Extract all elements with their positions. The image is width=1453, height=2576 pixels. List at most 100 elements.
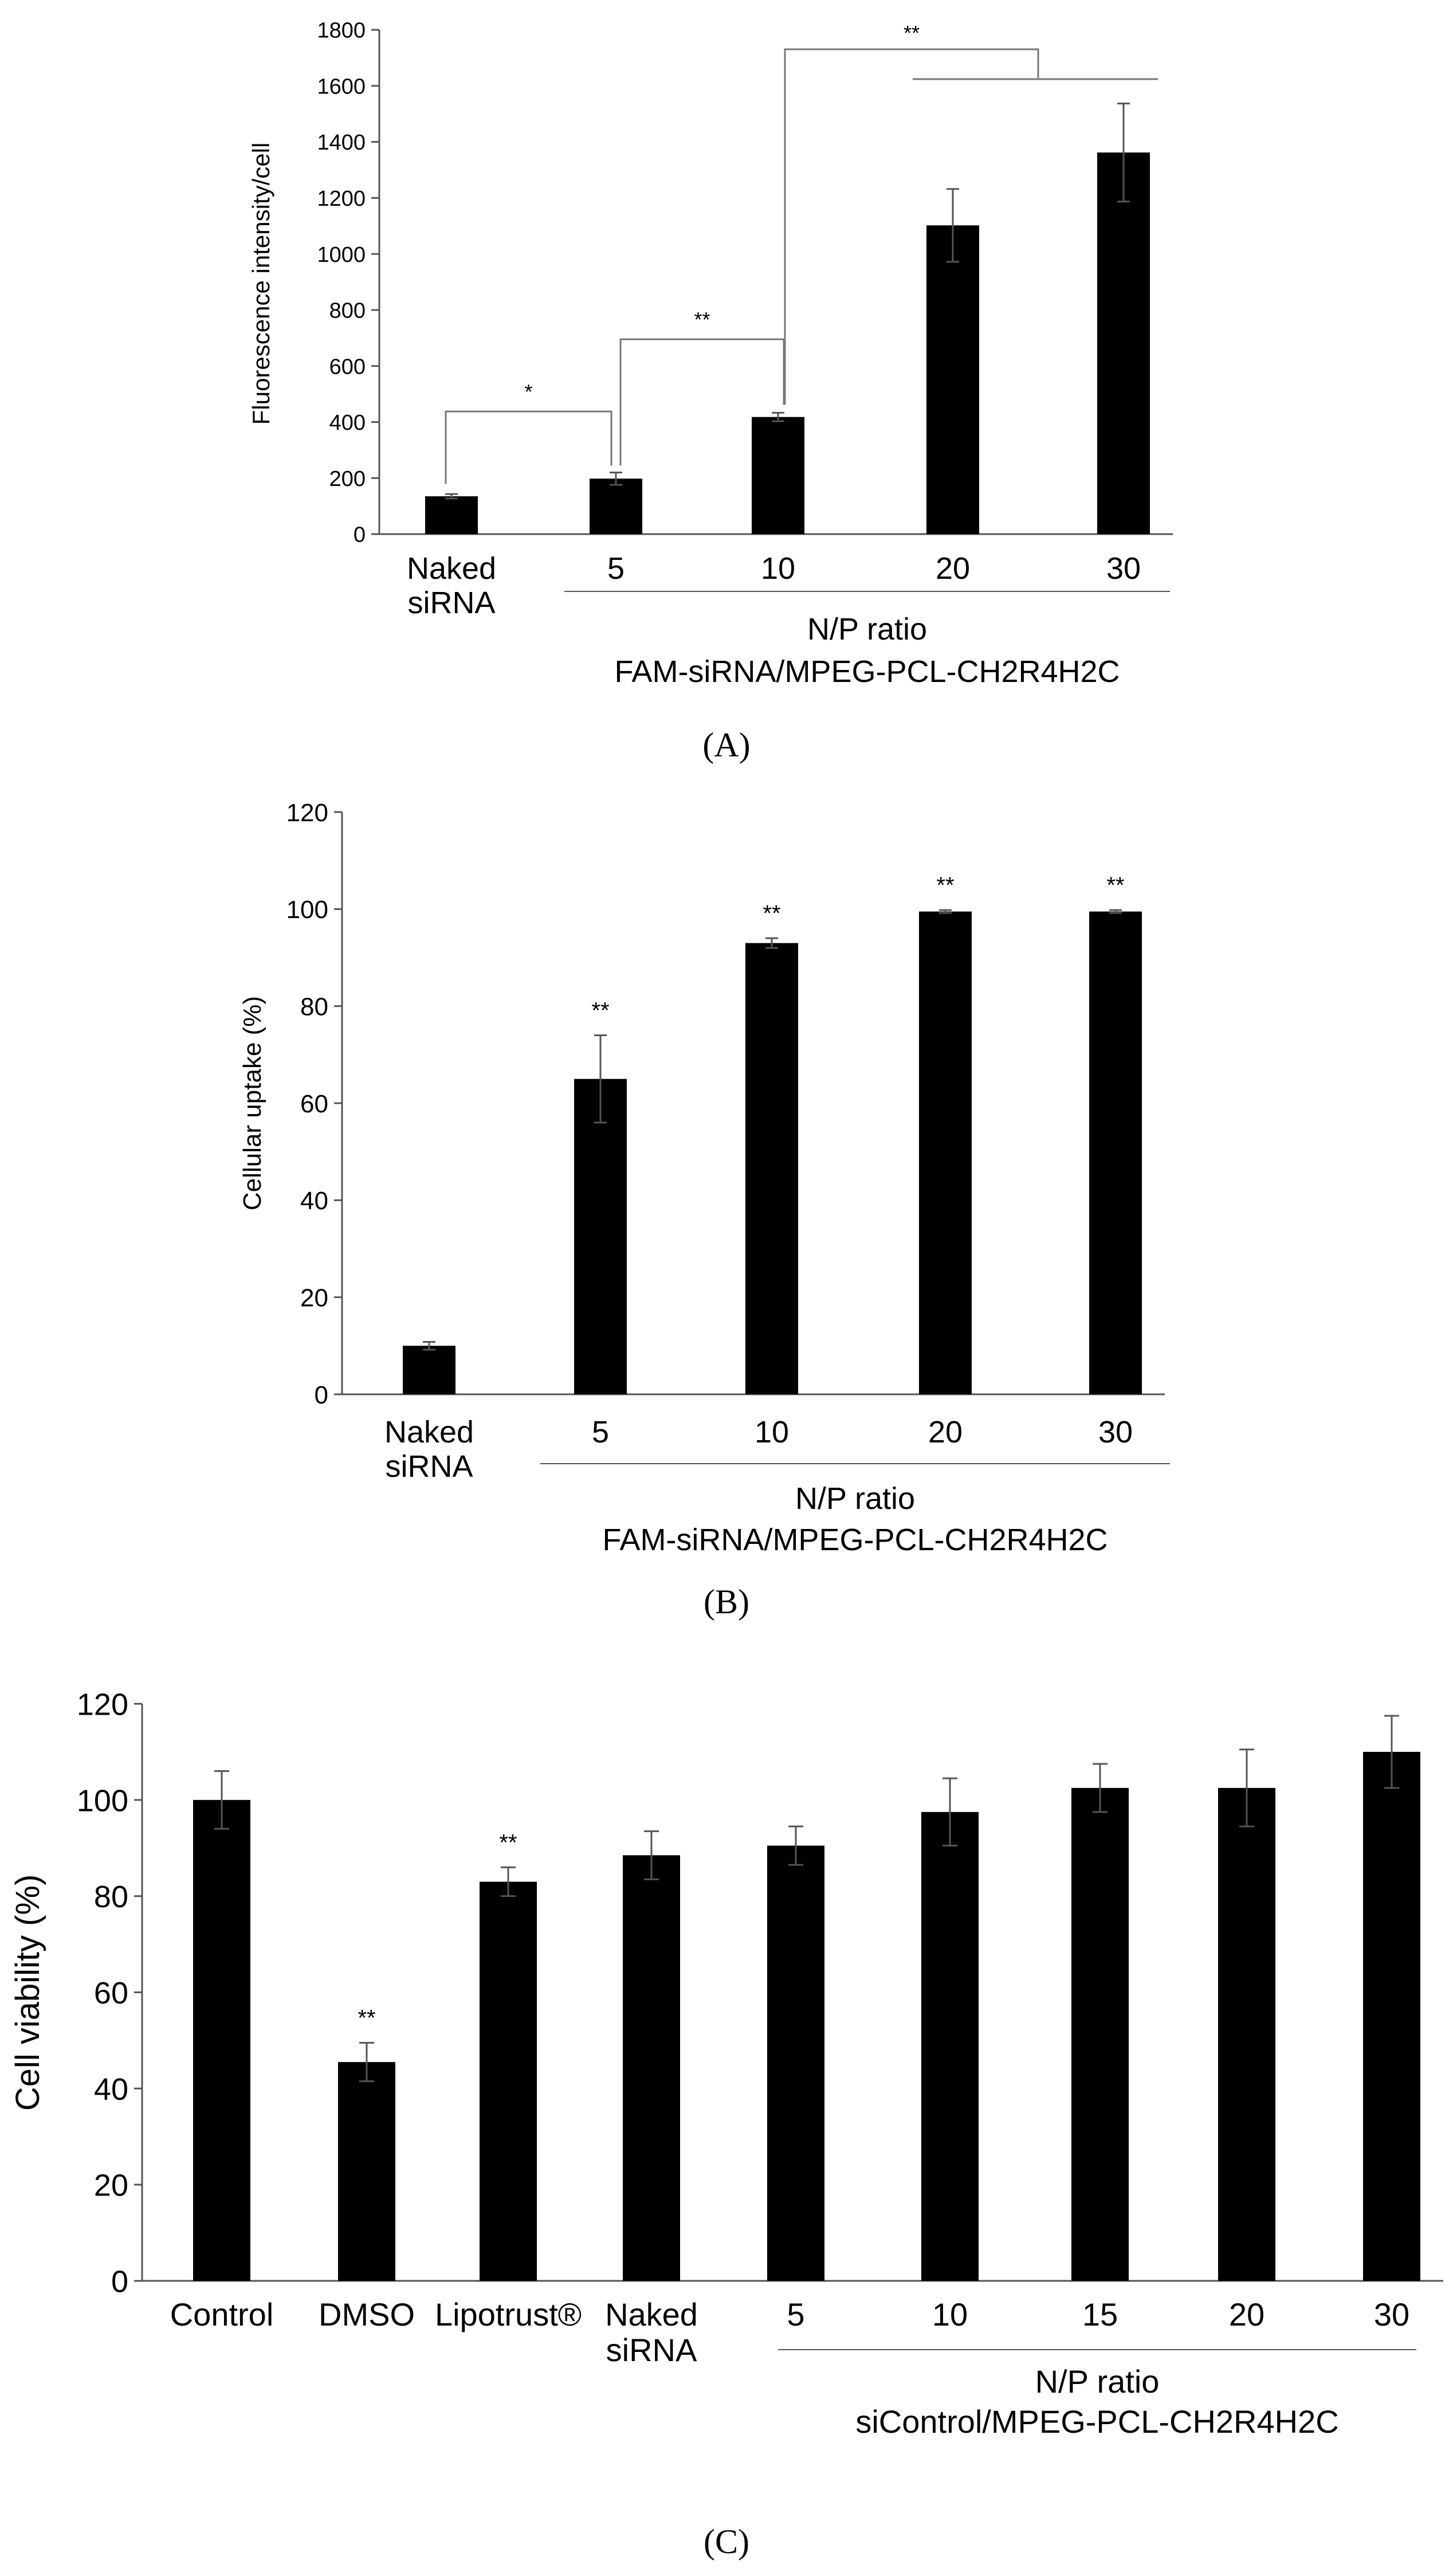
significance-star: * (524, 380, 532, 403)
panel-b-chart: 0 20 40 60 80 100 120 Cellular uptake (%) Nakeds… (238, 799, 1170, 1557)
panel-c-significance-star: ** (358, 2006, 375, 2031)
panel-a-y-tick-label: 1800 (317, 19, 366, 43)
panel-c-chart: 0 20 40 60 80 100 120 Cell viability (%) Control… (9, 1687, 1443, 2440)
panel-c-y-tick-label: 40 (94, 2072, 128, 2107)
panel-c-bar (1363, 1751, 1420, 2281)
panel-c-significance-star: ** (499, 1830, 517, 1855)
panel-b-error-bar (594, 1034, 607, 1124)
panel-c-category-label: Naked (605, 2296, 698, 2332)
panel-c-bar (921, 1812, 979, 2281)
panel-a-bar (926, 225, 979, 534)
panel-a-y-tick-label: 200 (329, 467, 366, 491)
panel-a-label: (A) (702, 726, 750, 764)
panel-a-y-tick-label: 0 (354, 523, 366, 547)
panel-a-error-bar (445, 493, 458, 500)
panel-c-category-label: 30 (1374, 2296, 1409, 2332)
significance-bracket-line (784, 48, 1039, 405)
panel-a-error-bar (947, 188, 959, 263)
panel-c-bar (338, 2062, 395, 2281)
panel-c-y-axis-title: Cell viability (%) (9, 1875, 46, 2111)
panel-c-error-bar (644, 1830, 659, 1880)
panel-a-error-bar (1117, 103, 1130, 203)
panel-a-y-tick-label: 400 (329, 411, 366, 435)
panel-c-bar (1218, 1787, 1275, 2281)
panel-a-y-tick-label: 1600 (317, 75, 366, 99)
panel-c-y-tick-label: 0 (111, 2264, 128, 2299)
panel-b-y-axis-title: Cellular uptake (%) (238, 996, 266, 1210)
panel-a-y-axis-title: Fluorescence intensity/cell (248, 143, 274, 425)
panel-b-error-bar (765, 937, 778, 949)
panel-b-label: (B) (704, 1583, 749, 1621)
panel-a-bracket-1: * (445, 380, 612, 484)
panel-a-error-bar (610, 471, 622, 486)
panel-a-category-label: 5 (607, 551, 625, 586)
panel-b-y-tick-label: 120 (286, 799, 328, 827)
panel-c-category-label: 5 (787, 2296, 804, 2332)
panel-a-category-label: 20 (936, 551, 970, 586)
panel-a-category-label: 30 (1106, 551, 1141, 586)
panel-b-y-tick-label: 80 (300, 993, 328, 1021)
panel-a-category-label: siRNA (407, 586, 495, 620)
panel-c-category-label: Lipotrust® (435, 2296, 582, 2332)
panel-a-group-caption: N/P ratio (807, 612, 927, 646)
panel-b-y-tick-label: 100 (286, 896, 328, 924)
panel-b-group-caption: FAM-siRNA/MPEG-PCL-CH2R4H2C (602, 1523, 1108, 1557)
panel-a-group-caption: FAM-siRNA/MPEG-PCL-CH2R4H2C (614, 654, 1120, 689)
panel-c-y-tick-label: 100 (77, 1783, 128, 1818)
panel-b-y-tick-label: 0 (315, 1381, 328, 1409)
panel-c-error-bar (1239, 1748, 1254, 1828)
panel-c-label: (C) (704, 2523, 749, 2561)
panel-b-category-label: Naked (384, 1415, 474, 1449)
panel-c-group-caption: N/P ratio (1035, 2363, 1160, 2399)
panel-b-category-label: 30 (1098, 1415, 1133, 1449)
panel-b-category-label: siRNA (385, 1449, 473, 1484)
panel-a-bar (1097, 152, 1150, 535)
panel-c-group-caption: siControl/MPEG-PCL-CH2R4H2C (855, 2404, 1338, 2440)
panel-a-error-bar (772, 411, 784, 422)
panel-b-significance-star: ** (763, 901, 780, 926)
panel-a-chart: 0 200 400 600 800 1000 1200 1400 1600 1800 Fluores… (248, 19, 1173, 689)
panel-c-bar (480, 1881, 537, 2281)
panel-a-bar (590, 479, 642, 534)
panel-c-y-tick-label: 20 (94, 2169, 128, 2203)
panel-a-y-tick-label: 1200 (317, 187, 366, 211)
panel-c-bar (623, 1855, 680, 2281)
panel-b-significance-star: ** (936, 873, 954, 898)
panel-a-category-label: 10 (761, 551, 795, 586)
panel-b-group-caption: N/P ratio (795, 1481, 915, 1516)
panel-c-bar (193, 1799, 250, 2281)
panel-c-y-tick-label: 60 (94, 1976, 128, 2010)
panel-b-error-bar (1109, 909, 1122, 914)
panel-c-error-bar (1093, 1763, 1108, 1813)
panel-c-error-bar (1384, 1715, 1399, 1789)
panel-c-category-label: siRNA (606, 2332, 697, 2368)
panel-b-bar (919, 911, 972, 1394)
panel-b-bar (403, 1346, 455, 1394)
panel-c-y-tick-label: 120 (77, 1687, 128, 1722)
panel-c-error-bar (788, 1825, 803, 1866)
panel-b-bar (745, 943, 798, 1394)
panel-c-error-bar (501, 1866, 516, 1897)
panel-c-bar (767, 1845, 824, 2281)
panel-c-category-label: DMSO (319, 2296, 415, 2332)
panel-c-error-bar (359, 2042, 374, 2083)
panel-b-y-tick-label: 20 (300, 1284, 328, 1312)
panel-b-significance-star: ** (591, 998, 609, 1023)
panel-a-bracket-2: ** (619, 308, 785, 466)
panel-a-y-tick-label: 1000 (317, 243, 366, 267)
panel-c-category-label: Control (170, 2296, 274, 2332)
panel-c-y-tick-label: 80 (94, 1880, 128, 1914)
panel-b-bar (574, 1079, 627, 1394)
significance-star: ** (904, 21, 920, 45)
significance-star: ** (694, 308, 710, 331)
panel-c-bar (1071, 1787, 1129, 2281)
significance-bracket-line (445, 410, 612, 484)
panel-b-bar (1089, 911, 1142, 1394)
panel-c-category-label: 20 (1229, 2296, 1264, 2332)
panel-b-error-bar (423, 1341, 435, 1351)
panel-c-category-label: 15 (1082, 2296, 1118, 2332)
panel-a-y-tick-label: 1400 (317, 131, 366, 155)
panel-b-error-bar (939, 909, 952, 914)
panel-b-y-tick-label: 60 (300, 1090, 328, 1118)
